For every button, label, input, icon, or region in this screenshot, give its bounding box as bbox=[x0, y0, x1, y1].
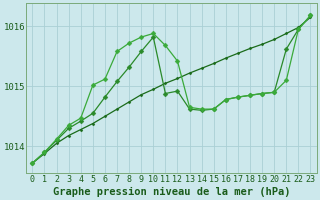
X-axis label: Graphe pression niveau de la mer (hPa): Graphe pression niveau de la mer (hPa) bbox=[53, 186, 290, 197]
